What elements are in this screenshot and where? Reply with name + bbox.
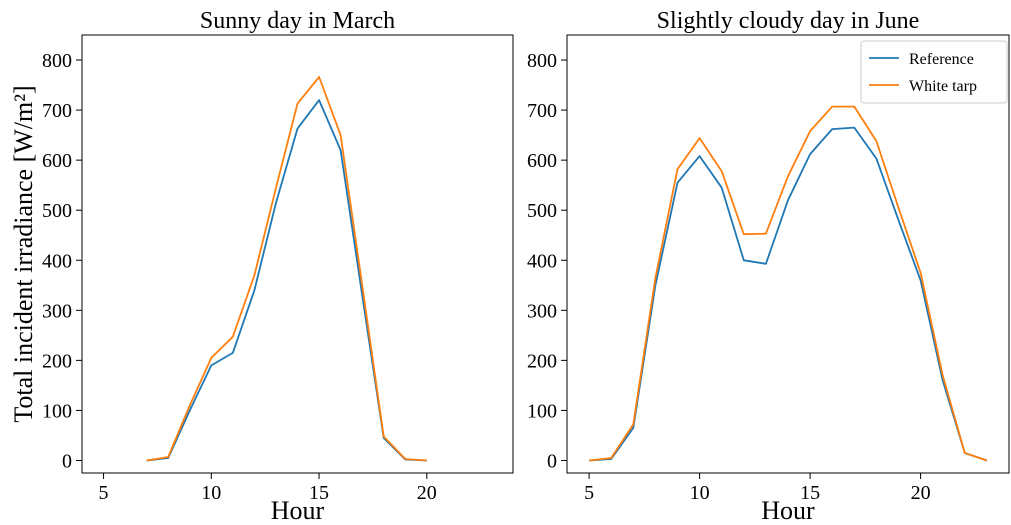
y-tick-label: 500	[42, 200, 72, 222]
plot-frame	[81, 34, 514, 474]
plot-lines	[146, 76, 427, 462]
x-tick-label: 10	[690, 482, 710, 504]
x-tick-label: 5	[584, 482, 594, 504]
y-tick-label: 300	[42, 300, 72, 322]
chart-2: 5 10 15 200100200300400500600700800Slightly…	[527, 8, 1010, 525]
y-tick-label: 800	[42, 50, 72, 72]
y-tick-label: 400	[42, 250, 72, 272]
series-line-white-tarp	[588, 105, 988, 462]
y-tick-label: 400	[527, 250, 557, 272]
x-axis-label: Hour	[761, 496, 815, 525]
series-line-white-tarp	[146, 76, 427, 462]
series-line-reference	[589, 126, 988, 462]
plot-frame	[566, 34, 1010, 474]
y-tick-label: 100	[527, 400, 557, 422]
y-tick-label: 600	[42, 150, 72, 172]
legend-label: Reference	[909, 51, 974, 68]
plot-lines	[588, 105, 988, 462]
x-tick-label: 20	[417, 482, 437, 504]
y-tick-label: 100	[42, 400, 72, 422]
y-tick-label: 700	[527, 100, 557, 122]
y-tick-label: 300	[527, 300, 557, 322]
x-tick-label: 15	[309, 482, 329, 504]
y-tick-label: 0	[547, 450, 557, 472]
y-tick-label: 200	[42, 350, 72, 372]
chart-title: Sunny day in March	[200, 8, 395, 34]
legend-label: White tarp	[909, 78, 977, 95]
y-tick-label: 0	[62, 450, 72, 472]
x-axis-label: Hour	[271, 496, 325, 525]
x-tick-label: 10	[201, 482, 221, 504]
y-tick-label: 500	[527, 200, 557, 222]
chart-title: Slightly cloudy day in June	[657, 8, 920, 34]
y-tick-label: 800	[527, 50, 557, 72]
y-tick-label: 200	[527, 350, 557, 372]
y-tick-label: 600	[527, 150, 557, 172]
x-tick-label: 15	[800, 482, 820, 504]
y-axis-label: Total incident irradiance [W/m²]	[9, 85, 38, 422]
x-tick-label: 5	[99, 482, 109, 504]
x-tick-label: 20	[911, 482, 931, 504]
y-tick-label: 700	[42, 100, 72, 122]
legend: Reference White tarp	[860, 40, 1008, 104]
legend-box	[860, 40, 1008, 104]
